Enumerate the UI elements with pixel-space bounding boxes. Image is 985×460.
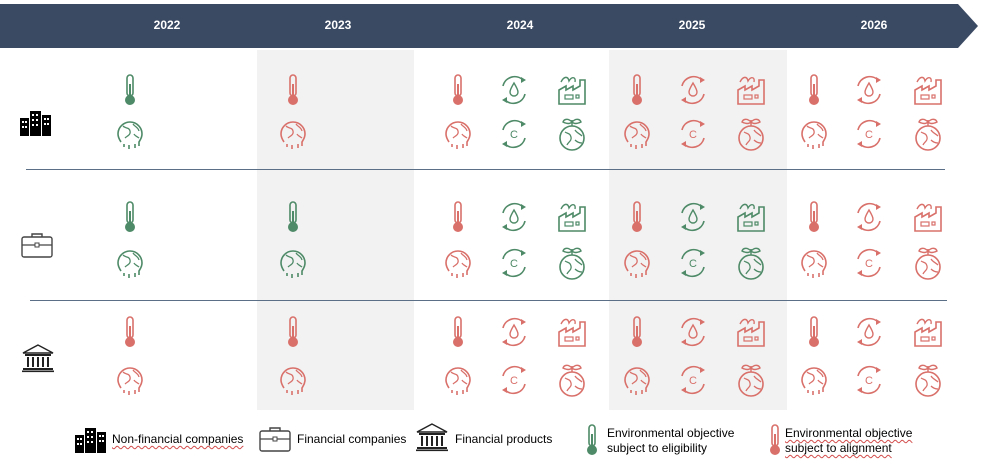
carbon-cycle-icon: C bbox=[502, 365, 526, 395]
sprout-globe-icon bbox=[559, 364, 585, 397]
water-cycle-icon bbox=[857, 317, 881, 347]
carbon-cycle-icon: C bbox=[502, 119, 526, 149]
office-buildings-icon bbox=[75, 428, 106, 453]
melting-globe-icon bbox=[280, 250, 306, 278]
water-cycle-icon bbox=[857, 202, 881, 232]
melting-globe-icon bbox=[117, 367, 143, 395]
carbon-cycle-icon: C bbox=[857, 365, 881, 395]
sprout-globe-icon bbox=[738, 118, 764, 151]
water-cycle-icon bbox=[857, 75, 881, 105]
bank-building-icon bbox=[416, 423, 448, 452]
melting-globe-icon bbox=[801, 367, 827, 395]
water-cycle-icon bbox=[502, 202, 526, 232]
thermometer-icon bbox=[632, 316, 642, 347]
year-2022: 2022 bbox=[153, 18, 181, 32]
sprout-globe-icon bbox=[915, 118, 941, 151]
thermometer-icon bbox=[632, 201, 642, 232]
svg-text:C: C bbox=[689, 129, 697, 141]
factory-icon bbox=[914, 203, 942, 232]
timeline-arrow bbox=[0, 4, 978, 48]
melting-globe-icon bbox=[117, 250, 143, 278]
legend-eligibility-label: Environmental objective subject to eligi… bbox=[607, 426, 735, 455]
year-2024: 2024 bbox=[506, 18, 534, 32]
melting-globe-icon bbox=[624, 367, 650, 395]
svg-text:C: C bbox=[865, 258, 873, 270]
sprout-globe-icon bbox=[915, 364, 941, 397]
year-2025: 2025 bbox=[678, 18, 706, 32]
water-cycle-icon bbox=[681, 317, 705, 347]
carbon-cycle-icon: C bbox=[681, 119, 705, 149]
thermometer-icon bbox=[809, 74, 819, 105]
bank-building-icon bbox=[22, 344, 54, 373]
factory-icon bbox=[737, 76, 765, 105]
svg-text:C: C bbox=[689, 258, 697, 270]
water-cycle-icon bbox=[502, 75, 526, 105]
water-cycle-icon bbox=[502, 317, 526, 347]
melting-globe-icon bbox=[117, 121, 143, 149]
thermometer-icon bbox=[632, 74, 642, 105]
sprout-globe-icon bbox=[559, 247, 585, 280]
thermometer-icon bbox=[809, 201, 819, 232]
carbon-cycle-icon: C bbox=[681, 248, 705, 278]
thermometer-icon bbox=[453, 201, 463, 232]
factory-icon bbox=[558, 203, 586, 232]
melting-globe-icon bbox=[445, 250, 471, 278]
water-cycle-icon bbox=[681, 75, 705, 105]
factory-icon bbox=[914, 76, 942, 105]
carbon-cycle-icon: C bbox=[857, 119, 881, 149]
timeline-banner bbox=[0, 4, 978, 48]
sprout-globe-icon bbox=[738, 364, 764, 397]
sprout-globe-icon bbox=[559, 118, 585, 151]
melting-globe-icon bbox=[801, 250, 827, 278]
sprout-globe-icon bbox=[738, 247, 764, 280]
melting-globe-icon bbox=[445, 121, 471, 149]
carbon-cycle-icon: C bbox=[502, 248, 526, 278]
year-2023: 2023 bbox=[324, 18, 352, 32]
svg-text:C: C bbox=[510, 375, 518, 387]
legend-non-financial-label: Non-financial companies bbox=[112, 432, 244, 446]
factory-icon bbox=[558, 318, 586, 347]
thermometer-icon bbox=[125, 201, 135, 232]
melting-globe-icon bbox=[624, 250, 650, 278]
thermometer-icon bbox=[453, 316, 463, 347]
thermometer-icon bbox=[453, 74, 463, 105]
legend-financial-companies-label: Financial companies bbox=[297, 432, 407, 446]
svg-text:C: C bbox=[510, 258, 518, 270]
thermometer-icon bbox=[125, 74, 135, 105]
factory-icon bbox=[558, 76, 586, 105]
factory-icon bbox=[914, 318, 942, 347]
legend-alignment-label: Environmental objective subject to align… bbox=[785, 426, 913, 455]
melting-globe-icon bbox=[280, 367, 306, 395]
factory-icon bbox=[737, 318, 765, 347]
thermometer-icon bbox=[288, 316, 298, 347]
briefcase-icon bbox=[21, 233, 53, 258]
thermometer-icon bbox=[125, 316, 135, 347]
melting-globe-icon bbox=[280, 121, 306, 149]
year-2026: 2026 bbox=[860, 18, 888, 32]
row-divider-2 bbox=[30, 300, 947, 301]
sprout-globe-icon bbox=[915, 247, 941, 280]
row-divider-1 bbox=[26, 169, 945, 170]
melting-globe-icon bbox=[624, 121, 650, 149]
thermometer-icon bbox=[288, 201, 298, 232]
legend-financial-products-label: Financial products bbox=[455, 432, 553, 446]
thermometer-icon bbox=[288, 74, 298, 105]
thermometer-icon bbox=[770, 424, 780, 455]
factory-icon bbox=[737, 203, 765, 232]
carbon-cycle-icon: C bbox=[681, 365, 705, 395]
melting-globe-icon bbox=[445, 367, 471, 395]
carbon-cycle-icon: C bbox=[857, 248, 881, 278]
shade-column-2023 bbox=[257, 50, 414, 410]
water-cycle-icon bbox=[681, 202, 705, 232]
svg-text:C: C bbox=[865, 129, 873, 141]
svg-text:C: C bbox=[689, 375, 697, 387]
melting-globe-icon bbox=[801, 121, 827, 149]
thermometer-icon bbox=[809, 316, 819, 347]
office-buildings-icon bbox=[20, 111, 51, 136]
svg-text:C: C bbox=[510, 129, 518, 141]
thermometer-icon bbox=[587, 424, 597, 455]
briefcase-icon bbox=[259, 427, 291, 452]
svg-text:C: C bbox=[865, 375, 873, 387]
